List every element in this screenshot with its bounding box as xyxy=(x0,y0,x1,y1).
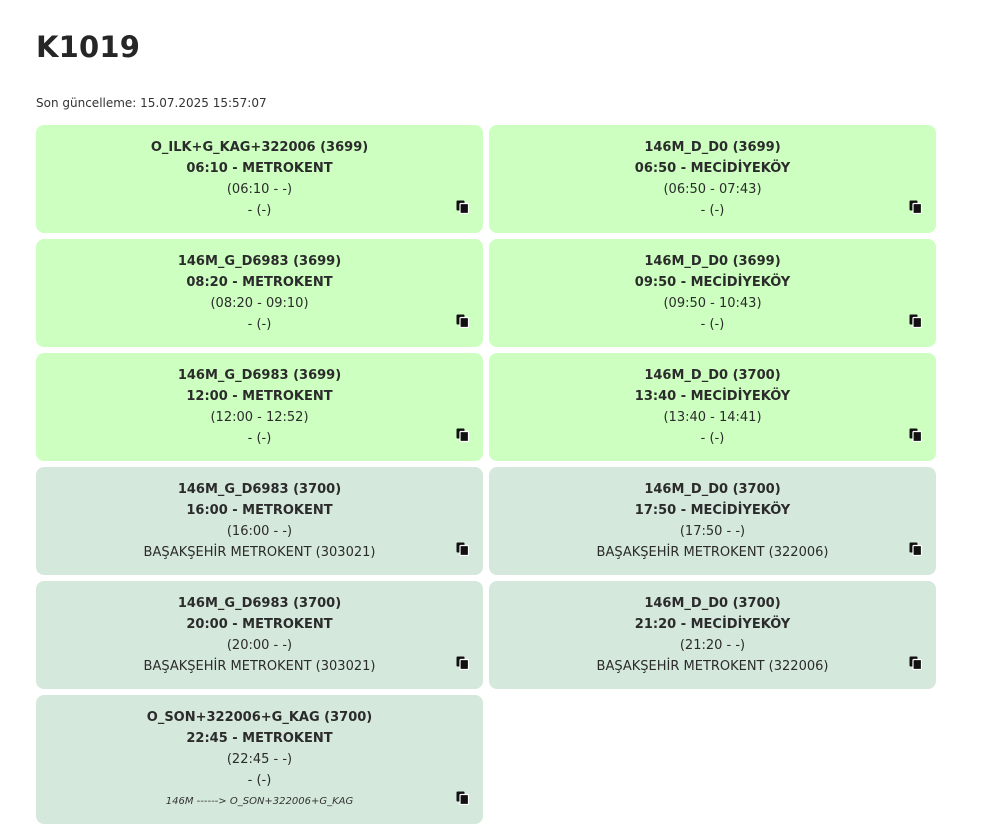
trip-time-destination: 22:45 - METROKENT xyxy=(186,731,333,746)
trip-route: 146M_D_D0 (3699) xyxy=(644,140,781,155)
copy-icon[interactable] xyxy=(909,428,922,442)
trip-route-note: 146M ------> O_SON+322006+G_KAG xyxy=(165,796,354,807)
trip-route: O_SON+322006+G_KAG (3700) xyxy=(146,710,373,725)
copy-icon[interactable] xyxy=(456,428,469,442)
trip-time-destination: 06:50 - MECİDİYEKÖY xyxy=(634,161,791,176)
trip-stop: BAŞAKŞEHİR METROKENT (322006) xyxy=(596,545,829,560)
trip-route: 146M_D_D0 (3700) xyxy=(644,368,781,383)
trip-time-window: (06:10 - -) xyxy=(226,182,293,197)
trip-time-destination: 09:50 - MECİDİYEKÖY xyxy=(634,275,791,290)
trip-stop: - (-) xyxy=(247,203,272,218)
trip-time-window: (16:00 - -) xyxy=(226,524,293,539)
trip-time-destination: 13:40 - MECİDİYEKÖY xyxy=(634,389,791,404)
copy-icon[interactable] xyxy=(909,542,922,556)
trip-time-window: (13:40 - 14:41) xyxy=(663,410,762,425)
trip-time-window: (08:20 - 09:10) xyxy=(210,296,309,311)
trip-card-grid: O_ILK+G_KAG+322006 (3699) 06:10 - METROK… xyxy=(36,125,936,824)
trip-route: 146M_D_D0 (3699) xyxy=(644,254,781,269)
trip-route: 146M_G_D6983 (3699) xyxy=(177,368,342,383)
trip-stop: - (-) xyxy=(700,317,725,332)
trip-stop: - (-) xyxy=(700,203,725,218)
page-title: K1019 xyxy=(36,30,141,64)
trip-time-destination: 12:00 - METROKENT xyxy=(186,389,333,404)
trip-time-window: (22:45 - -) xyxy=(226,752,293,767)
trip-time-window: (20:00 - -) xyxy=(226,638,293,653)
trip-time-destination: 16:00 - METROKENT xyxy=(186,503,333,518)
trip-route: 146M_D_D0 (3700) xyxy=(644,596,781,611)
trip-time-window: (12:00 - 12:52) xyxy=(210,410,309,425)
trip-time-destination: 21:20 - MECİDİYEKÖY xyxy=(634,617,791,632)
trip-route: O_ILK+G_KAG+322006 (3699) xyxy=(150,140,369,155)
trip-route: 146M_D_D0 (3700) xyxy=(644,482,781,497)
trip-card: 146M_D_D0 (3700) 17:50 - MECİDİYEKÖY (17… xyxy=(489,467,936,575)
trip-card: 146M_G_D6983 (3700) 16:00 - METROKENT (1… xyxy=(36,467,483,575)
last-updated: Son güncelleme: 15.07.2025 15:57:07 xyxy=(36,96,267,110)
trip-card: 146M_G_D6983 (3699) 08:20 - METROKENT (0… xyxy=(36,239,483,347)
trip-stop: BAŞAKŞEHİR METROKENT (303021) xyxy=(143,545,376,560)
trip-route: 146M_G_D6983 (3700) xyxy=(177,596,342,611)
trip-time-window: (17:50 - -) xyxy=(679,524,746,539)
copy-icon[interactable] xyxy=(456,314,469,328)
trip-card: 146M_D_D0 (3699) 09:50 - MECİDİYEKÖY (09… xyxy=(489,239,936,347)
trip-stop: BAŞAKŞEHİR METROKENT (303021) xyxy=(143,659,376,674)
trip-time-window: (06:50 - 07:43) xyxy=(663,182,762,197)
trip-time-destination: 06:10 - METROKENT xyxy=(186,161,333,176)
trip-card: 146M_D_D0 (3700) 21:20 - MECİDİYEKÖY (21… xyxy=(489,581,936,689)
trip-stop: - (-) xyxy=(700,431,725,446)
copy-icon[interactable] xyxy=(909,200,922,214)
trip-stop: - (-) xyxy=(247,317,272,332)
copy-icon[interactable] xyxy=(456,200,469,214)
trip-time-destination: 20:00 - METROKENT xyxy=(186,617,333,632)
trip-route: 146M_G_D6983 (3699) xyxy=(177,254,342,269)
trip-card: 146M_G_D6983 (3699) 12:00 - METROKENT (1… xyxy=(36,353,483,461)
copy-icon[interactable] xyxy=(456,656,469,670)
trip-time-window: (09:50 - 10:43) xyxy=(663,296,762,311)
trip-time-destination: 17:50 - MECİDİYEKÖY xyxy=(634,503,791,518)
copy-icon[interactable] xyxy=(909,656,922,670)
copy-icon[interactable] xyxy=(456,542,469,556)
trip-card: O_SON+322006+G_KAG (3700) 22:45 - METROK… xyxy=(36,695,483,824)
trip-card: 146M_D_D0 (3699) 06:50 - MECİDİYEKÖY (06… xyxy=(489,125,936,233)
trip-stop: BAŞAKŞEHİR METROKENT (322006) xyxy=(596,659,829,674)
trip-stop: - (-) xyxy=(247,773,272,788)
trip-time-destination: 08:20 - METROKENT xyxy=(186,275,333,290)
trip-card: O_ILK+G_KAG+322006 (3699) 06:10 - METROK… xyxy=(36,125,483,233)
trip-card: 146M_G_D6983 (3700) 20:00 - METROKENT (2… xyxy=(36,581,483,689)
trip-route: 146M_G_D6983 (3700) xyxy=(177,482,342,497)
trip-stop: - (-) xyxy=(247,431,272,446)
copy-icon[interactable] xyxy=(456,791,469,805)
trip-card: 146M_D_D0 (3700) 13:40 - MECİDİYEKÖY (13… xyxy=(489,353,936,461)
copy-icon[interactable] xyxy=(909,314,922,328)
trip-time-window: (21:20 - -) xyxy=(679,638,746,653)
